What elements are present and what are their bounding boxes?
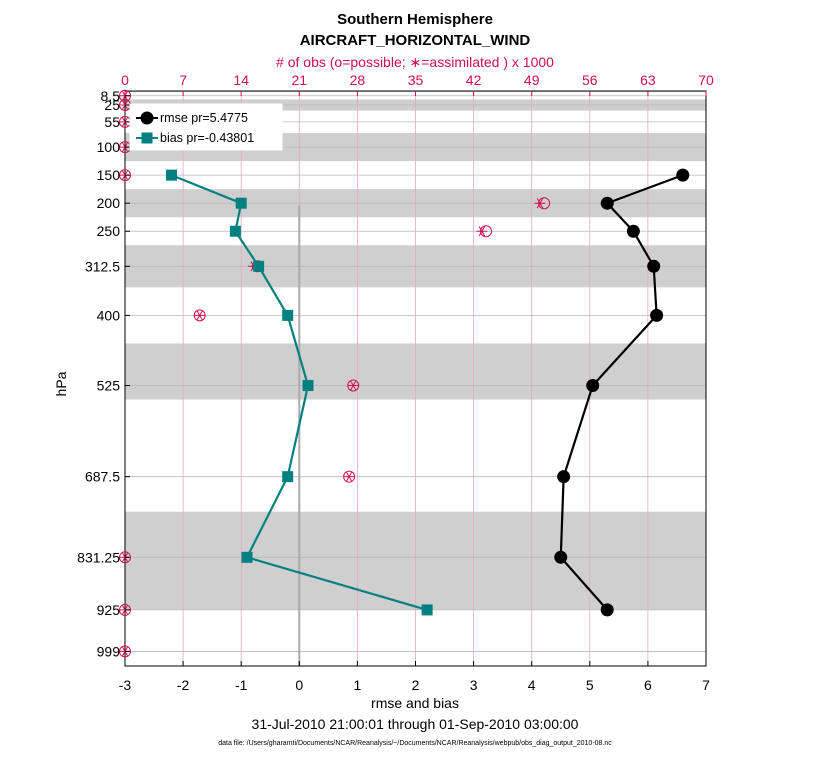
x-tick-label-6: 3 (470, 677, 478, 693)
bias-point-7 (241, 551, 253, 563)
top-tick-label-9: 63 (640, 72, 656, 88)
rmse-point-5 (586, 379, 600, 393)
bias-point-4 (282, 309, 294, 321)
bias-point-0 (165, 169, 177, 181)
top-tick-label-8: 56 (582, 72, 598, 88)
obs-assimilated-point-10 (343, 471, 355, 482)
x-tick-label-3: 0 (295, 677, 303, 693)
legend-rmse-marker (140, 111, 154, 125)
y-tick-label-0: 8.5 (101, 88, 121, 104)
y-tick-label-11: 831.25 (77, 549, 120, 565)
x-tick-label-5: 2 (412, 677, 420, 693)
y-tick-label-6: 250 (97, 223, 121, 239)
y-tick-label-7: 312.5 (85, 258, 120, 274)
rmse-point-7 (554, 550, 568, 564)
x-tick-label-7: 4 (528, 677, 536, 693)
rmse-point-8 (600, 603, 614, 617)
legend-box (129, 103, 283, 151)
y-tick-label-5: 200 (97, 195, 121, 211)
top-axis-label: # of obs (o=possible; ∗=assimilated ) x … (276, 54, 554, 70)
obs-assimilated-point-9 (347, 380, 359, 391)
legend-bias-marker (141, 132, 153, 144)
chart-title-line2: AIRCRAFT_HORIZONTAL_WIND (300, 32, 531, 49)
y-axis-label: hPa (53, 371, 69, 396)
x-tick-label-10: 7 (702, 677, 710, 693)
top-tick-label-5: 35 (408, 72, 424, 88)
date-range: 31-Jul-2010 21:00:01 through 01-Sep-2010… (252, 716, 579, 732)
bias-point-1 (235, 197, 247, 209)
x-tick-label-1: -2 (177, 677, 190, 693)
plot-area: -3 -2 -1 0 1 2 3 4 5 6 70 7 14 21 28 35 42 49 56 63 708.5255… (77, 72, 714, 693)
top-tick-label-0: 0 (121, 72, 129, 88)
chart-title-line1: Southern Hemisphere (337, 11, 493, 28)
rmse-point-6 (557, 470, 571, 484)
y-tick-label-3: 100 (97, 139, 121, 155)
x-tick-label-2: -1 (235, 677, 248, 693)
top-tick-label-10: 70 (698, 72, 714, 88)
y-tick-label-12: 925 (97, 602, 121, 618)
y-tick-label-1: 25 (104, 97, 120, 113)
y-tick-label-4: 150 (97, 167, 121, 183)
x-tick-label-8: 5 (586, 677, 594, 693)
bias-point-2 (229, 225, 241, 237)
top-tick-label-2: 14 (233, 72, 249, 88)
bias-point-5 (302, 380, 314, 392)
x-axis-label: rmse and bias (371, 695, 459, 711)
obs-assimilated-point-8 (194, 310, 206, 321)
bias-point-3 (253, 260, 265, 272)
rmse-point-4 (650, 308, 664, 322)
top-tick-label-3: 21 (292, 72, 308, 88)
legend-rmse-label: rmse pr=5.4775 (160, 111, 248, 125)
y-tick-label-8: 400 (97, 307, 121, 323)
legend: rmse pr=5.4775 bias pr=-0.43801 (129, 103, 283, 151)
obs-assimilated-point-6 (476, 226, 488, 237)
rmse-point-3 (647, 259, 661, 273)
footnote: data file: /Users/gharamti/Documents/NCA… (218, 740, 612, 747)
rmse-point-0 (676, 168, 690, 182)
rmse-point-2 (626, 224, 640, 238)
top-tick-label-1: 7 (179, 72, 187, 88)
x-tick-label-0: -3 (119, 677, 132, 693)
y-tick-label-9: 525 (97, 378, 121, 394)
top-tick-label-4: 28 (350, 72, 366, 88)
x-tick-label-9: 6 (644, 677, 652, 693)
bias-point-6 (282, 471, 294, 483)
top-tick-label-7: 49 (524, 72, 540, 88)
x-tick-label-4: 1 (354, 677, 362, 693)
bias-point-8 (421, 604, 433, 616)
y-tick-label-2: 55 (104, 114, 120, 130)
top-tick-label-6: 42 (466, 72, 482, 88)
y-tick-label-13: 999 (97, 643, 121, 659)
rmse-point-1 (600, 196, 614, 210)
obs-assimilated-point-5 (534, 198, 546, 209)
legend-bias-label: bias pr=-0.43801 (160, 131, 254, 145)
y-tick-label-10: 687.5 (85, 469, 120, 485)
